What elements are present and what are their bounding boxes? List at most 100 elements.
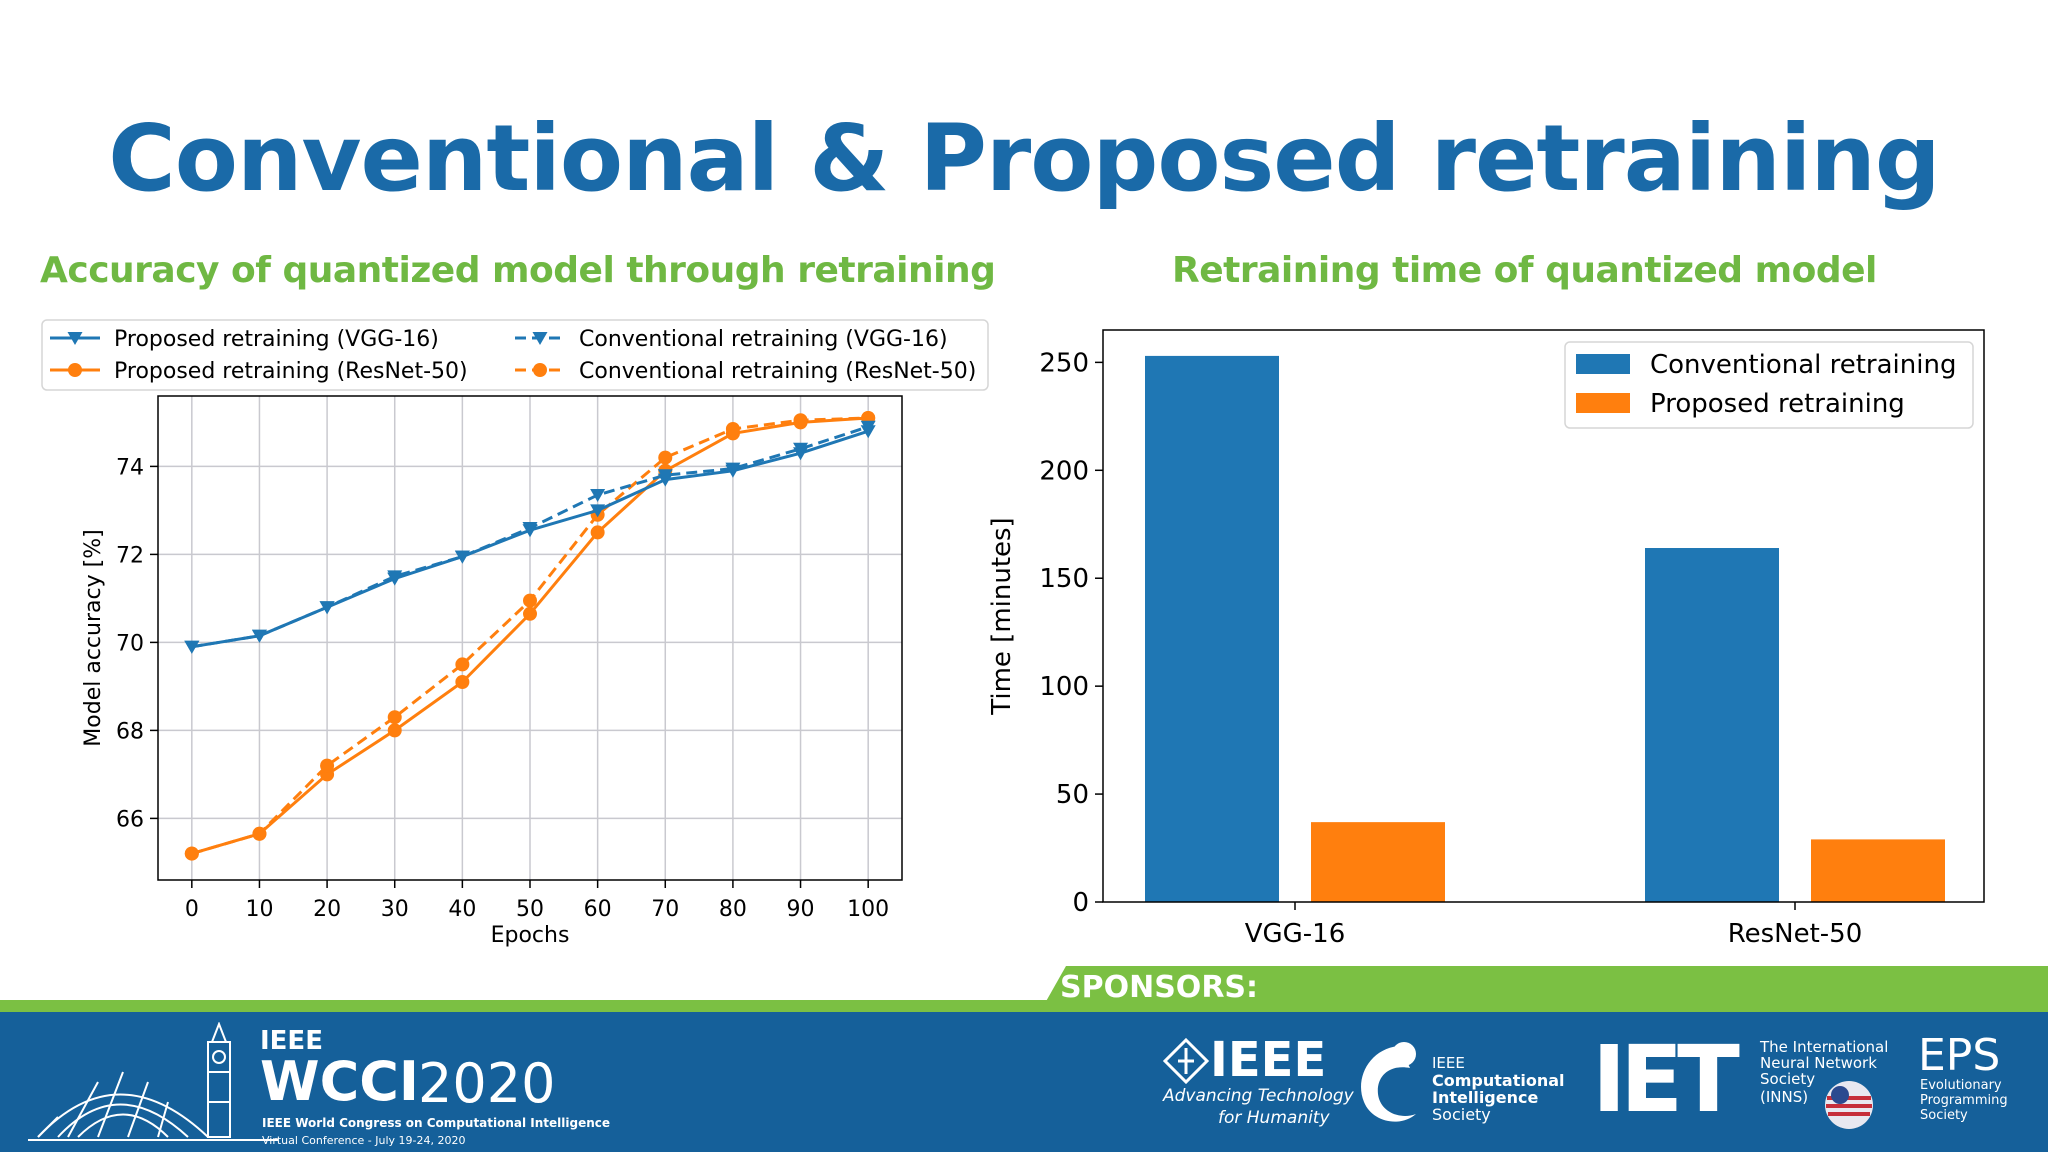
- data-point: [793, 413, 808, 428]
- eps-line3: Society: [1920, 1108, 1968, 1123]
- legend-frame: [1564, 341, 1974, 429]
- ieee-tagline-2: for Humanity: [1218, 1108, 1330, 1128]
- line-chart-legend: Proposed retraining (VGG-16) Conventional…: [41, 319, 989, 391]
- iet-logo: IET: [1592, 1026, 1740, 1133]
- x-tick-label: 80: [719, 897, 747, 922]
- data-point: [387, 710, 402, 725]
- bar-chart-bars: [1145, 355, 1945, 903]
- line-chart-ticks: 0 10 20 30 40 50 60 70 80 90 100 66 68 70 72 74: [116, 455, 889, 922]
- legend-label: Proposed retraining (VGG-16): [114, 327, 439, 352]
- line-chart-ylabel: Model accuracy [%]: [81, 529, 106, 746]
- x-tick-label: 100: [847, 897, 889, 922]
- inns-line1: The International: [1760, 1038, 1889, 1056]
- legend-marker: [533, 363, 547, 377]
- wcci-line2: Virtual Conference - July 19-24, 2020: [262, 1134, 466, 1147]
- cis-line4: Society: [1432, 1105, 1491, 1124]
- data-point: [251, 629, 267, 643]
- legend-label: Conventional retraining (VGG-16): [579, 327, 948, 352]
- x-tick-label: 60: [584, 897, 612, 922]
- cis-line3: Intelligence: [1432, 1088, 1539, 1107]
- data-point: [860, 420, 876, 434]
- series-1: [184, 420, 876, 654]
- y-tick-label: 0: [1072, 888, 1089, 918]
- eps-line1: Evolutionary: [1920, 1078, 2002, 1093]
- x-tick-label: ResNet-50: [1728, 919, 1863, 949]
- footer-bar: IEEE WCCI 2020 IEEE World Congress on Co…: [0, 1012, 2048, 1152]
- retraining-time-bar-chart: VGG-16 ResNet-50 0 50 100 150 200 250 Time [min…: [987, 329, 1985, 949]
- ieee-logo-text: IEEE: [1210, 1032, 1327, 1088]
- bar-chart-subtitle: Retraining time of quantized model: [1172, 250, 1877, 291]
- wcci-year: 2020: [418, 1052, 556, 1115]
- ieee-diamond-icon: [1163, 1038, 1209, 1084]
- data-point: [387, 570, 403, 584]
- sponsors-label: SPONSORS:: [1060, 970, 1259, 1005]
- wcci-line1: IEEE World Congress on Computational Int…: [262, 1116, 611, 1130]
- legend-label: Proposed retraining (ResNet-50): [114, 359, 468, 384]
- legend-swatch: [1576, 354, 1630, 374]
- line-chart-grid: [158, 396, 902, 880]
- eps-logo: EPS: [1918, 1030, 2001, 1081]
- inns-line4: (INNS): [1760, 1088, 1809, 1106]
- data-point: [793, 442, 809, 456]
- data-point: [320, 758, 335, 773]
- y-tick-label: 74: [116, 455, 144, 480]
- y-tick-label: 68: [116, 719, 144, 744]
- sponsors-tab: [1040, 966, 2048, 1012]
- y-tick-label: 250: [1039, 348, 1089, 378]
- y-tick-label: 150: [1039, 564, 1089, 594]
- y-tick-label: 50: [1056, 780, 1089, 810]
- legend-marker: [67, 332, 83, 345]
- x-tick-label: 40: [448, 897, 476, 922]
- bar: [1311, 822, 1445, 902]
- slide-title: Conventional & Proposed retraining: [108, 105, 1940, 212]
- legend-label: Proposed retraining: [1650, 389, 1905, 419]
- x-tick-label: 50: [516, 897, 544, 922]
- data-point: [590, 504, 606, 518]
- data-point: [184, 846, 199, 861]
- bar-chart-legend: Conventional retraining Proposed retraini…: [1564, 341, 1974, 429]
- data-point: [725, 422, 740, 436]
- data-point: [455, 675, 470, 689]
- data-point: [522, 522, 538, 535]
- x-tick-label: 0: [185, 897, 199, 922]
- bar-chart-ticks: VGG-16 ResNet-50 0 50 100 150 200 250: [1039, 348, 1862, 949]
- bar: [1645, 548, 1779, 902]
- y-tick-label: 100: [1039, 672, 1089, 702]
- line-chart-series: [184, 411, 876, 861]
- legend-swatch: [1576, 393, 1630, 413]
- data-point: [454, 550, 470, 564]
- y-tick-label: 70: [116, 631, 144, 656]
- data-point: [523, 606, 537, 621]
- data-point: [523, 593, 537, 608]
- legend-marker: [532, 332, 548, 345]
- eps-line2: Programming: [1920, 1093, 2008, 1108]
- data-point: [455, 657, 470, 672]
- bar-chart-ylabel: Time [minutes]: [987, 517, 1017, 715]
- bar: [1145, 355, 1279, 903]
- x-tick-label: 20: [313, 897, 341, 922]
- x-tick-label: 90: [787, 897, 815, 922]
- x-tick-label: VGG-16: [1245, 919, 1346, 949]
- inns-line2: Neural Network: [1760, 1054, 1877, 1072]
- inns-line3: Society: [1760, 1070, 1816, 1088]
- legend-label: Conventional retraining: [1650, 350, 1956, 380]
- wcci-ieee-text: IEEE: [260, 1026, 323, 1056]
- y-tick-label: 72: [116, 543, 144, 568]
- data-point: [184, 640, 200, 654]
- data-point: [319, 601, 335, 615]
- wcci-name: WCCI: [260, 1050, 419, 1113]
- data-point: [590, 489, 606, 502]
- data-point: [252, 826, 267, 841]
- y-tick-label: 200: [1039, 456, 1089, 486]
- cis-line2: Computational: [1432, 1071, 1565, 1090]
- data-point: [725, 462, 741, 476]
- data-point: [387, 723, 402, 738]
- y-tick-label: 66: [116, 807, 144, 832]
- bar-chart-frame: [1102, 329, 1985, 903]
- inns-globe-icon: [1825, 1081, 1873, 1129]
- data-point: [590, 525, 605, 540]
- data-point: [657, 469, 673, 483]
- line-chart-subtitle: Accuracy of quantized model through retr…: [40, 250, 996, 291]
- wcci-building-icon: [28, 1022, 278, 1141]
- line-chart-xlabel: Epochs: [491, 923, 570, 948]
